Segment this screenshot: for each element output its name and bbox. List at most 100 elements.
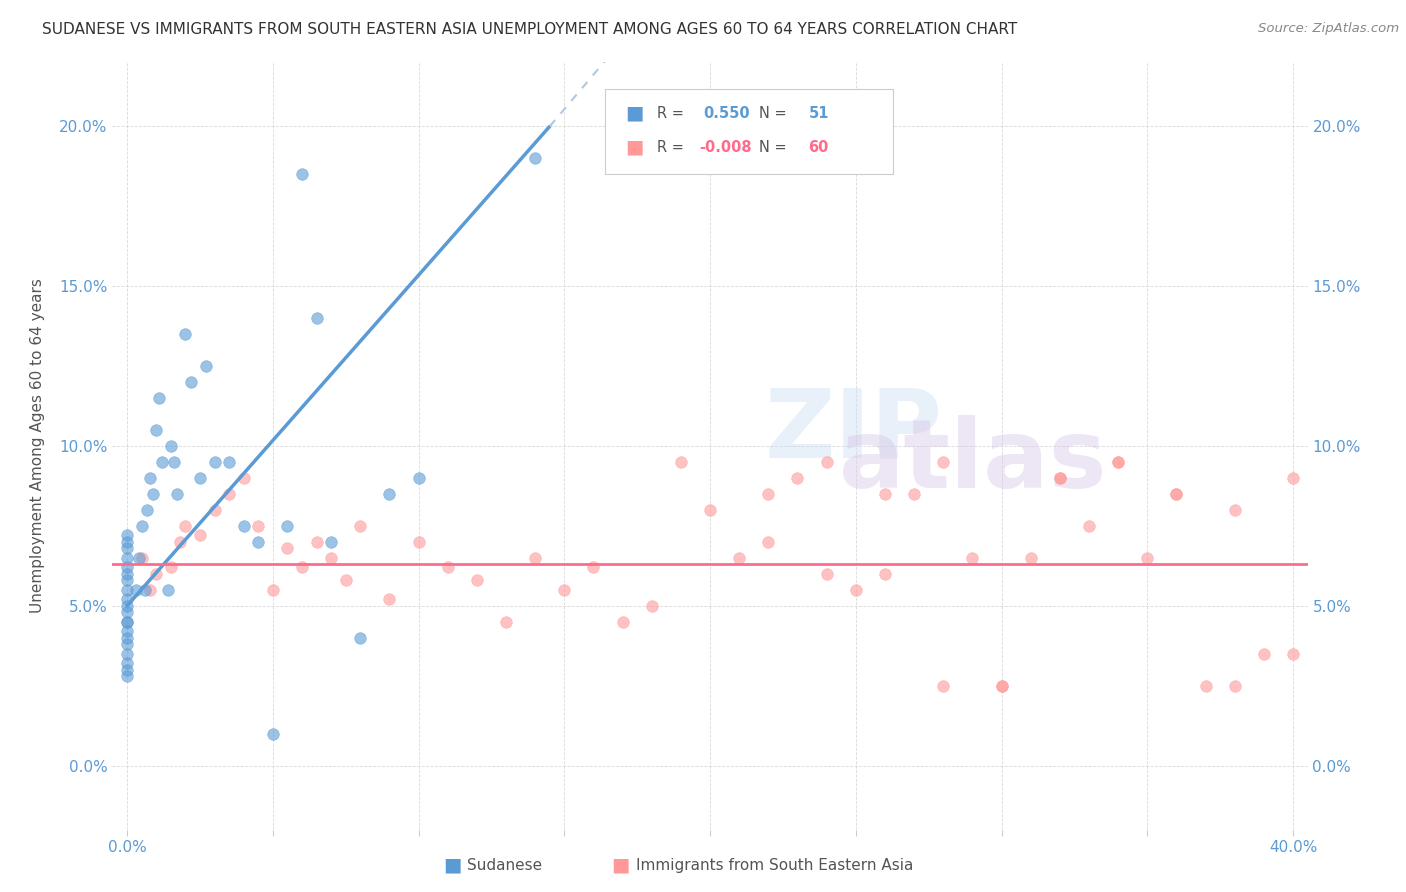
Point	[319, 534, 342, 549]
Point	[612, 615, 634, 629]
Point	[305, 534, 328, 549]
Text: Source: ZipAtlas.com: Source: ZipAtlas.com	[1258, 22, 1399, 36]
Point	[145, 423, 167, 437]
Point	[145, 566, 167, 581]
Point	[378, 487, 401, 501]
Point	[115, 615, 138, 629]
Point	[582, 560, 605, 574]
Point	[495, 615, 517, 629]
Point	[553, 582, 575, 597]
Point	[276, 541, 298, 556]
Point	[204, 455, 226, 469]
Point	[115, 528, 138, 542]
Point	[291, 560, 314, 574]
Text: N =: N =	[759, 140, 787, 154]
Point	[159, 560, 181, 574]
Point	[1019, 550, 1042, 565]
Text: ■: ■	[626, 137, 644, 157]
Point	[873, 566, 896, 581]
Point	[305, 311, 328, 326]
Point	[756, 534, 779, 549]
Point	[188, 528, 211, 542]
Point	[139, 471, 162, 485]
Point	[232, 519, 254, 533]
Point	[115, 560, 138, 574]
Point	[156, 582, 179, 597]
Point	[524, 550, 547, 565]
Point	[115, 550, 138, 565]
Text: SUDANESE VS IMMIGRANTS FROM SOUTH EASTERN ASIA UNEMPLOYMENT AMONG AGES 60 TO 64 : SUDANESE VS IMMIGRANTS FROM SOUTH EASTER…	[42, 22, 1018, 37]
Point	[815, 455, 838, 469]
Point	[159, 439, 181, 453]
Point	[174, 327, 197, 342]
Point	[128, 550, 150, 565]
Point	[815, 566, 838, 581]
Text: Immigrants from South Eastern Asia: Immigrants from South Eastern Asia	[636, 858, 912, 872]
Point	[1223, 679, 1246, 693]
Point	[1253, 647, 1275, 661]
Point	[115, 605, 138, 619]
Point	[1166, 487, 1188, 501]
Point	[115, 541, 138, 556]
Point	[276, 519, 298, 533]
Point	[180, 375, 202, 389]
Point	[408, 471, 430, 485]
Point	[932, 455, 955, 469]
Text: R =: R =	[657, 106, 683, 120]
Text: R =: R =	[657, 140, 683, 154]
Point	[163, 455, 186, 469]
Text: 60: 60	[808, 140, 828, 154]
Point	[1078, 519, 1101, 533]
Point	[335, 574, 357, 588]
Point	[349, 519, 371, 533]
Point	[115, 574, 138, 588]
Text: Sudanese: Sudanese	[467, 858, 541, 872]
Point	[194, 359, 217, 373]
Point	[873, 487, 896, 501]
Point	[166, 487, 188, 501]
Point	[247, 519, 270, 533]
Text: ■: ■	[612, 855, 630, 875]
Text: atlas: atlas	[838, 415, 1108, 508]
Point	[139, 582, 162, 597]
Point	[115, 631, 138, 645]
Point	[408, 534, 430, 549]
Point	[1136, 550, 1159, 565]
Point	[349, 631, 371, 645]
Point	[115, 615, 138, 629]
Point	[728, 550, 751, 565]
Point	[131, 519, 153, 533]
Point	[291, 167, 314, 181]
Point	[524, 151, 547, 165]
Point	[188, 471, 211, 485]
Point	[436, 560, 458, 574]
Point	[115, 599, 138, 613]
Point	[903, 487, 925, 501]
Point	[1282, 471, 1305, 485]
Point	[115, 663, 138, 677]
Point	[699, 503, 721, 517]
Point	[669, 455, 692, 469]
Point	[1049, 471, 1071, 485]
Point	[1107, 455, 1129, 469]
Point	[1282, 647, 1305, 661]
Point	[786, 471, 808, 485]
Point	[115, 592, 138, 607]
Point	[169, 534, 191, 549]
Point	[218, 487, 240, 501]
Point	[115, 624, 138, 639]
Point	[115, 669, 138, 683]
Point	[115, 657, 138, 671]
Point	[1107, 455, 1129, 469]
Text: ■: ■	[443, 855, 461, 875]
Point	[150, 455, 173, 469]
Text: ■: ■	[626, 103, 644, 123]
Point	[756, 487, 779, 501]
Point	[148, 391, 170, 405]
Point	[174, 519, 197, 533]
Point	[1223, 503, 1246, 517]
Point	[115, 647, 138, 661]
Point	[136, 503, 159, 517]
Point	[218, 455, 240, 469]
Point	[115, 534, 138, 549]
